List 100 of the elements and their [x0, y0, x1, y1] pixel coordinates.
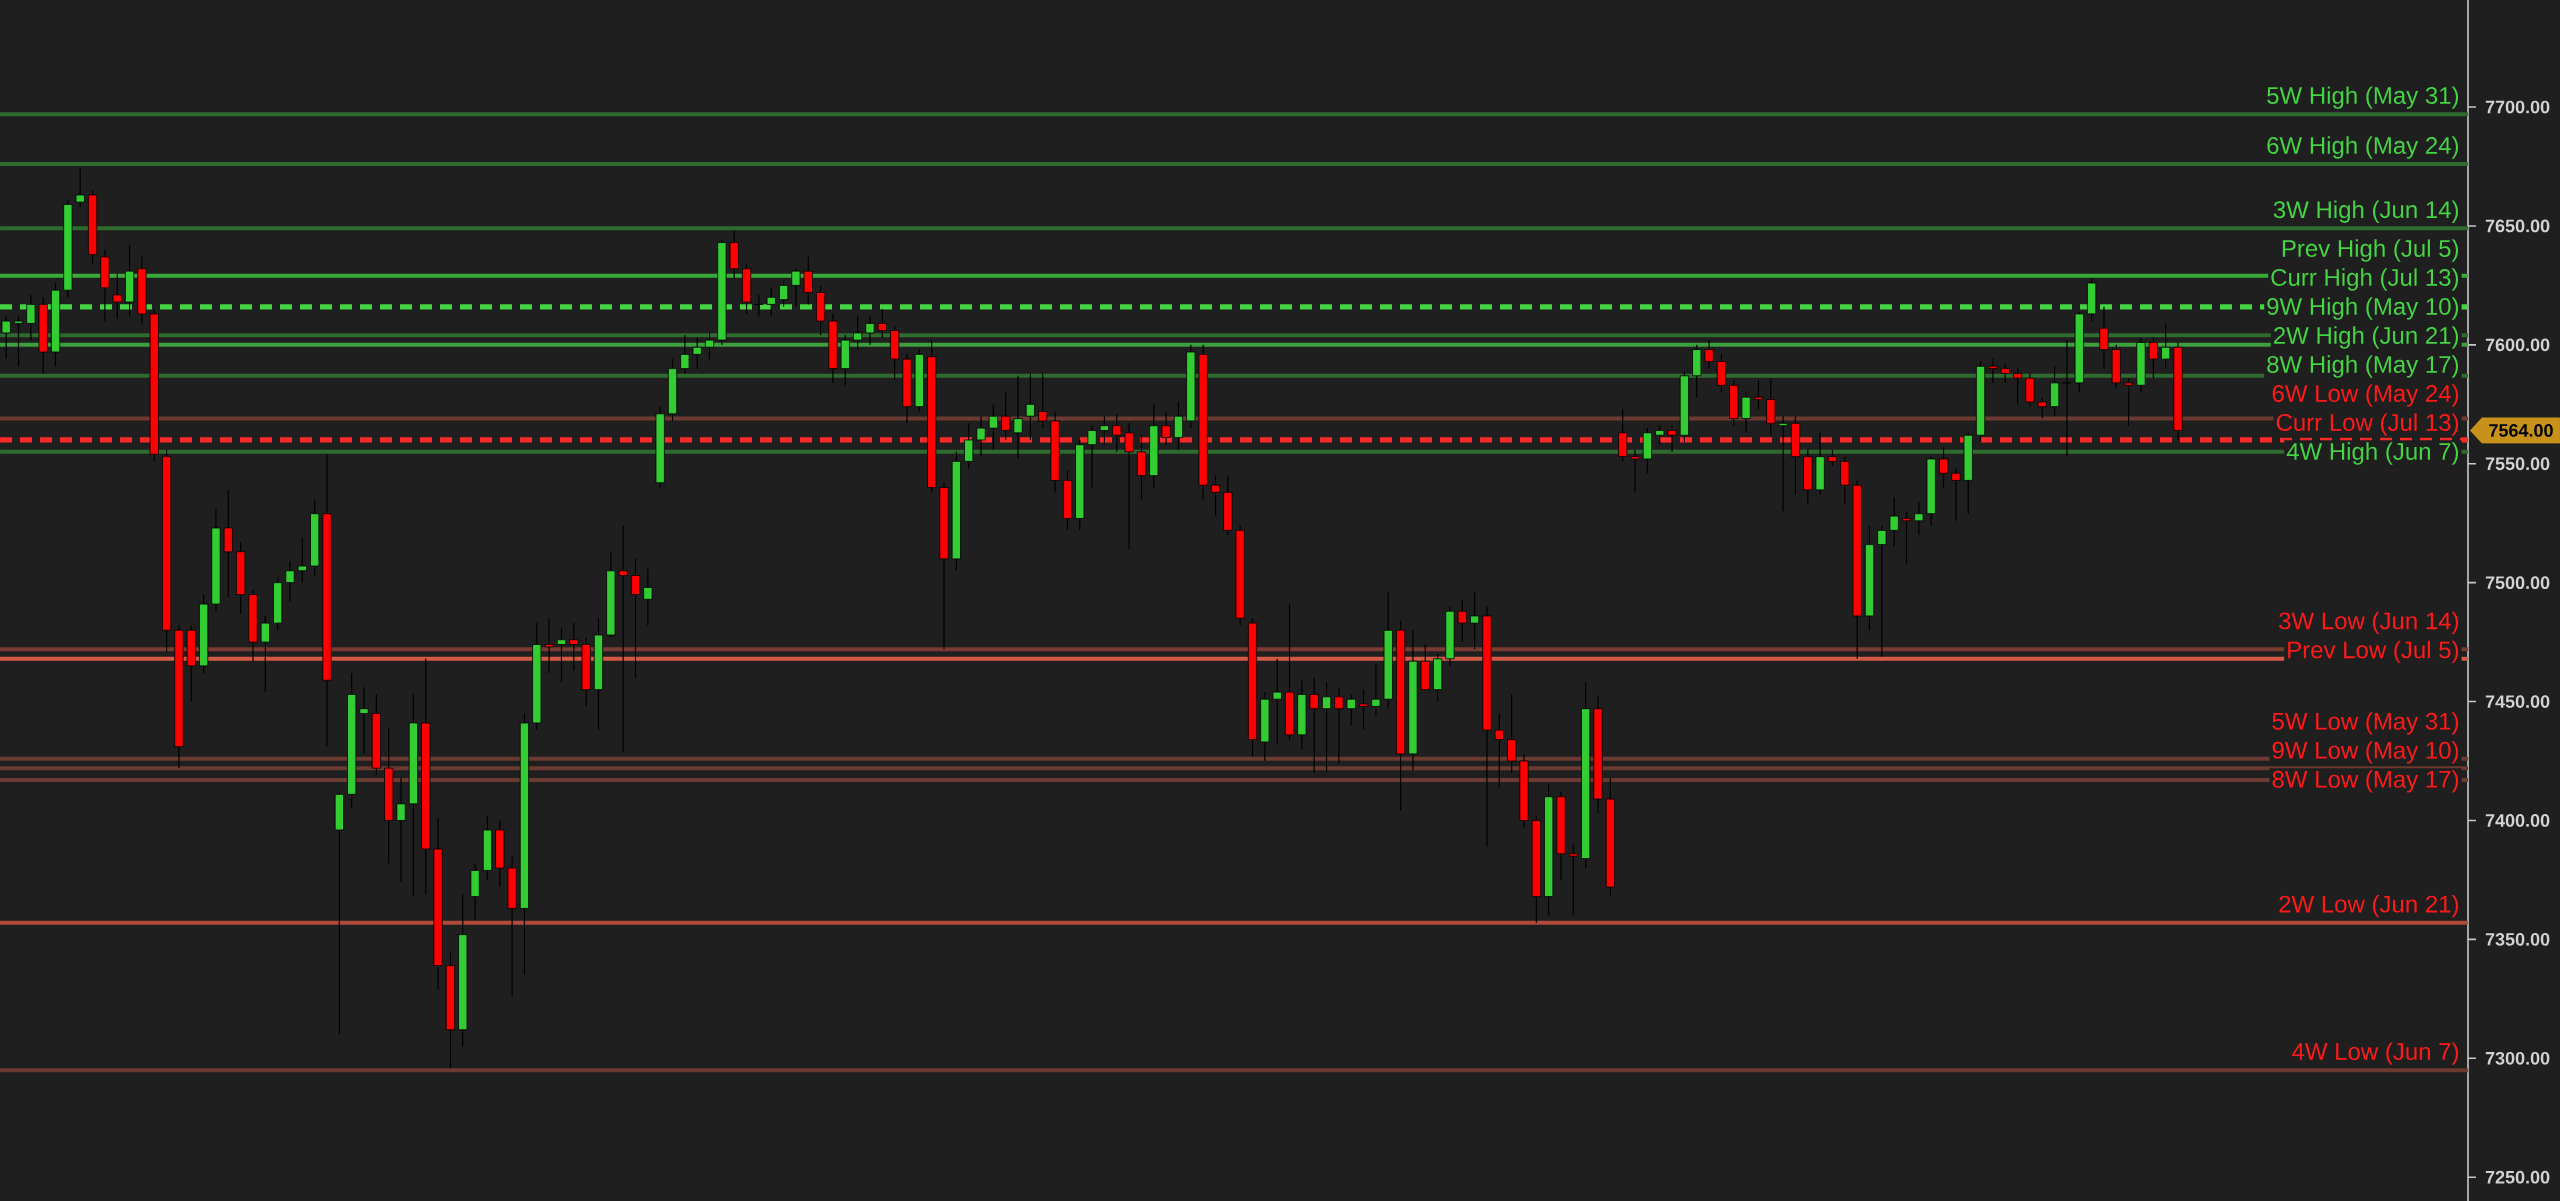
candlestick	[2050, 365, 2060, 417]
y-tick-label: 7550.00	[2485, 457, 2550, 471]
candlestick	[1914, 501, 1924, 536]
candlestick	[1161, 410, 1171, 446]
candlestick	[75, 168, 85, 208]
candlestick	[112, 272, 122, 320]
candlestick	[1038, 372, 1048, 429]
candlestick	[1951, 467, 1961, 522]
candlestick	[556, 627, 567, 684]
candlestick	[26, 294, 36, 341]
ref-line-label: Prev Low (Jul 5)	[2288, 640, 2459, 664]
candlestick	[2000, 363, 2010, 384]
candlestick	[1087, 425, 1097, 489]
candlestick	[976, 415, 986, 458]
candlestick	[13, 315, 24, 367]
y-tick-label: 7250.00	[2485, 1170, 2550, 1184]
candlestick	[1, 315, 11, 360]
candlestick	[1753, 379, 1764, 410]
candlestick	[1136, 434, 1147, 501]
candlestick	[1667, 425, 1677, 453]
candlestick	[223, 489, 233, 598]
candlestick	[1124, 422, 1134, 550]
y-tick-label: 7350.00	[2485, 933, 2550, 946]
candlestick	[1309, 677, 1319, 774]
candlestick	[2037, 396, 2047, 420]
candlestick	[2062, 339, 2072, 458]
candlestick	[1346, 693, 1356, 726]
ref-line-label: Curr High (Jul 13)	[2271, 268, 2459, 291]
candlestick	[569, 622, 579, 672]
candlestick	[643, 567, 653, 627]
candlestick	[1938, 446, 1949, 489]
candlestick	[2124, 377, 2134, 427]
candlestick	[1877, 524, 1887, 657]
candlestick	[766, 287, 776, 317]
candlestick	[1741, 391, 1751, 434]
ref-line-label: 5W Low (May 31)	[2272, 712, 2459, 735]
ref-line-label: 8W Low (May 17)	[2272, 770, 2459, 793]
y-tick-label: 7600.00	[2485, 338, 2550, 352]
candlestick	[1371, 662, 1381, 717]
candlestick	[1889, 496, 1899, 548]
candlestick	[1013, 375, 1023, 460]
candlestick	[2025, 372, 2035, 408]
candlestick	[359, 686, 369, 755]
ref-line-label: 6W Low (May 24)	[2272, 384, 2459, 407]
candlestick	[1173, 401, 1184, 451]
candlestick	[1272, 658, 1282, 745]
candlestick	[297, 536, 307, 584]
ref-line-label: 3W Low (Jun 14)	[2279, 611, 2459, 635]
candlestick	[1840, 456, 1850, 505]
candlestick	[285, 560, 295, 603]
y-tick-label: 7300.00	[2485, 1051, 2550, 1065]
candlestick	[1470, 591, 1480, 650]
candlestick	[2161, 322, 2171, 370]
text: 7564.00	[2489, 424, 2553, 437]
candlestick	[1334, 686, 1344, 765]
candlestick	[2099, 306, 2109, 370]
candlestick	[1901, 510, 1912, 565]
candlestick	[1655, 425, 1665, 446]
candlestick	[1630, 448, 1640, 493]
candlestick	[865, 315, 875, 346]
candlestick	[988, 403, 998, 451]
candlestick	[1494, 712, 1504, 788]
candlestick	[618, 524, 628, 753]
candlestick	[260, 615, 270, 693]
candlestick	[1704, 339, 1714, 370]
ref-line-label: 4W Low (Jun 7)	[2292, 1042, 2459, 1065]
candlestick	[704, 332, 715, 360]
candlestick	[778, 280, 789, 308]
candlestick	[1112, 413, 1122, 453]
candlestick	[680, 334, 690, 374]
candlestick	[544, 617, 554, 674]
ref-line-label: 9W High (May 10)	[2267, 297, 2459, 320]
ref-line-label: 2W High (Jun 21)	[2274, 326, 2459, 349]
y-tick-label: 7500.00	[2485, 576, 2550, 590]
candlestick	[396, 777, 406, 883]
candlestick	[791, 268, 801, 308]
ref-line-label: 2W Low (Jun 21)	[2279, 895, 2459, 918]
candlestick	[1001, 391, 1011, 441]
ref-line-label: 6W High (May 24)	[2267, 136, 2459, 159]
candlestick	[630, 558, 641, 679]
candlestick	[803, 256, 813, 306]
candlestick	[1766, 377, 1776, 436]
candlestick	[1358, 689, 1369, 731]
candlestick	[1778, 415, 1788, 512]
candlestick	[2012, 368, 2023, 405]
candlestick	[1568, 843, 1578, 917]
candlestick	[1025, 372, 1035, 441]
y-tick-label: 7400.00	[2485, 814, 2550, 827]
candlestick	[853, 315, 863, 351]
ref-line-label: 8W High (May 17)	[2267, 355, 2459, 378]
candlestick	[2148, 337, 2158, 379]
candlestick	[1321, 681, 1332, 774]
y-tick-label: 7450.00	[2485, 695, 2550, 708]
ref-line-label: 4W High (Jun 7)	[2286, 442, 2459, 465]
candlestick	[964, 422, 974, 470]
y-tick-label: 7700.00	[2485, 100, 2550, 114]
ref-line-label: 5W High (May 31)	[2267, 86, 2459, 109]
candlestick	[877, 308, 887, 339]
candlestick	[1099, 415, 1110, 446]
candlestick	[1716, 353, 1727, 393]
